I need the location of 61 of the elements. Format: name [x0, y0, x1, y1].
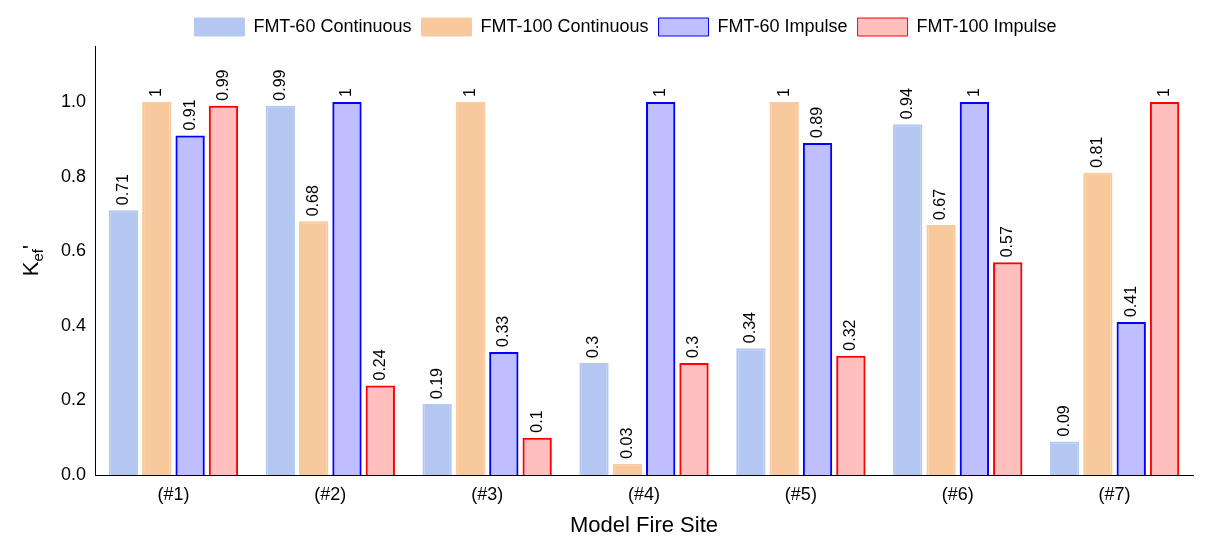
data-label: 0.94 [898, 88, 916, 120]
data-label: 0.33 [494, 315, 512, 347]
data-label: 1 [774, 87, 792, 97]
x-tick-label: (#4) [628, 483, 661, 504]
bar [993, 262, 1023, 475]
data-label: 0.57 [998, 226, 1016, 258]
y-tick-label: 1.0 [60, 90, 87, 111]
data-label: 1 [337, 87, 355, 97]
data-label: 0.1 [527, 410, 545, 433]
bar [1149, 101, 1180, 475]
x-tick-label: (#3) [471, 483, 504, 504]
bar [365, 385, 395, 475]
legend-label: FMT-100 Continuous [480, 15, 649, 36]
y-axis-title: Kef' [18, 244, 47, 277]
data-label: 0.34 [741, 311, 759, 344]
x-tick-label: (#7) [1098, 483, 1131, 504]
x-tick-label: (#5) [784, 483, 817, 504]
data-label: 0.24 [370, 349, 388, 381]
bar [208, 105, 239, 475]
bar [175, 135, 205, 475]
data-label: 1 [460, 87, 478, 97]
x-tick-label: (#6) [941, 483, 974, 504]
data-label: 0.09 [1054, 405, 1072, 437]
x-tick-label: (#2) [314, 483, 347, 504]
y-tick-label: 0.2 [60, 389, 87, 410]
y-tick-label: 0.0 [60, 463, 87, 484]
bar [332, 101, 362, 475]
data-label: 1 [147, 87, 165, 97]
data-label: 0.81 [1088, 136, 1106, 168]
y-tick-label: 0.6 [60, 240, 87, 261]
data-label: 0.99 [270, 69, 288, 101]
bar [959, 101, 990, 475]
data-label: 1 [964, 87, 982, 97]
data-label: 0.3 [584, 335, 602, 359]
data-label: 0.68 [304, 185, 322, 217]
data-label: 1 [1154, 87, 1172, 97]
data-label: 0.89 [807, 106, 825, 138]
bar [836, 355, 866, 475]
bar [489, 351, 519, 475]
bar [522, 437, 552, 475]
data-label: 0.19 [427, 367, 445, 400]
data-label: 0.91 [180, 99, 198, 131]
data-label: 0.99 [213, 69, 231, 101]
data-label: 0.32 [841, 319, 859, 351]
bar [802, 142, 833, 475]
data-label: 0.41 [1121, 285, 1139, 318]
legend-label: FMT-60 Impulse [717, 15, 848, 36]
data-label: 0.67 [931, 188, 949, 221]
data-label: 0.3 [684, 335, 702, 359]
bar [646, 101, 676, 475]
x-axis-title: Model Fire Site [570, 511, 718, 537]
data-label: 0.03 [617, 427, 635, 459]
bar [679, 363, 709, 475]
y-tick-label: 0.8 [60, 165, 87, 186]
legend-label: FMT-60 Continuous [253, 15, 412, 36]
legend-label: FMT-100 Impulse [916, 15, 1057, 36]
y-tick-label: 0.4 [60, 314, 87, 335]
x-tick-label: (#1) [157, 483, 190, 504]
bar [1116, 322, 1146, 475]
data-label: 1 [651, 87, 669, 97]
data-label: 0.71 [113, 173, 131, 206]
